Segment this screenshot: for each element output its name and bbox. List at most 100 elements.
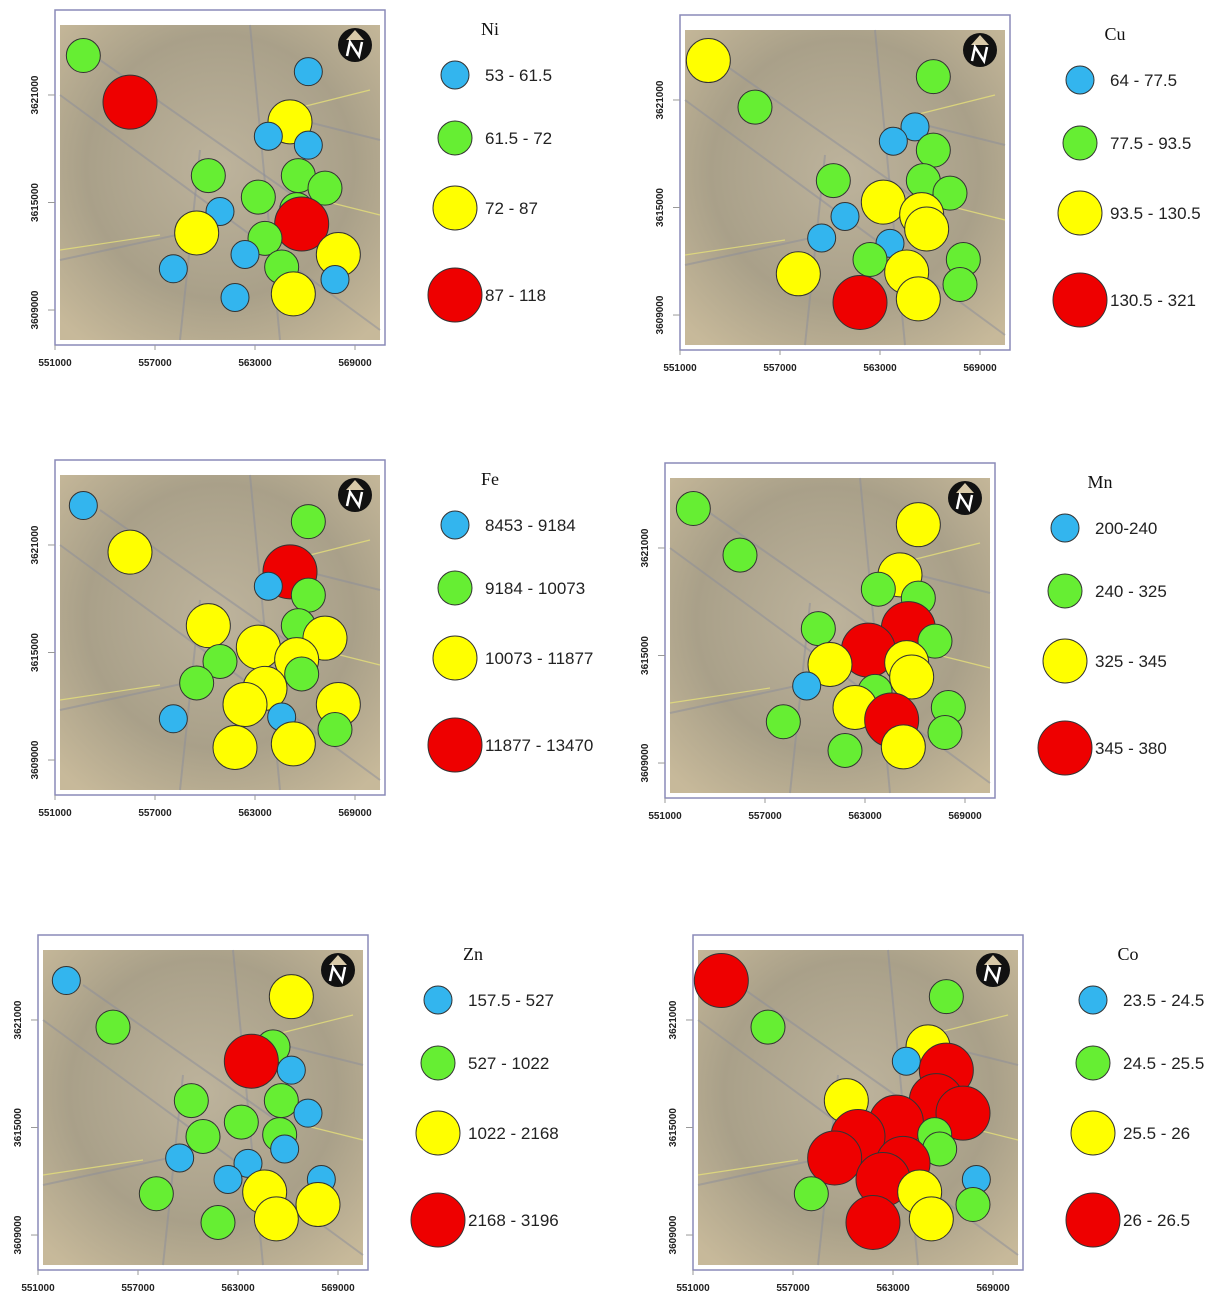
sample-point <box>318 713 352 747</box>
sample-point <box>159 705 187 733</box>
x-tick-label: 551000 <box>21 1283 55 1294</box>
sample-point <box>929 980 963 1014</box>
x-tick-label: 569000 <box>976 1283 1010 1294</box>
sample-point <box>166 1144 194 1172</box>
x-tick-label: 551000 <box>38 358 72 369</box>
y-tick-label: 3609000 <box>655 295 666 334</box>
y-tick-label: 3615000 <box>640 636 651 675</box>
sample-point <box>676 492 710 526</box>
legend-label: 61.5 - 72 <box>485 129 552 148</box>
sample-point <box>321 266 349 294</box>
sample-point <box>139 1177 173 1211</box>
sample-point <box>175 211 219 255</box>
sample-point <box>254 122 282 150</box>
legend-label: 325 - 345 <box>1095 652 1167 671</box>
legend-label: 26 - 26.5 <box>1123 1211 1190 1230</box>
legend-swatch <box>1053 273 1107 327</box>
sample-point <box>214 1165 242 1193</box>
y-tick-label: 3609000 <box>668 1215 679 1254</box>
legend-swatch <box>424 986 452 1014</box>
y-tick-label: 3609000 <box>30 740 41 779</box>
sample-point <box>896 277 940 321</box>
sample-point <box>191 159 225 193</box>
sample-point <box>291 578 325 612</box>
legend-label: 527 - 1022 <box>468 1054 549 1073</box>
legend-title: Fe <box>481 469 499 489</box>
sample-point <box>174 1084 208 1118</box>
sample-point <box>793 672 821 700</box>
x-tick-label: 551000 <box>676 1283 710 1294</box>
x-tick-label: 563000 <box>238 808 272 819</box>
sample-point <box>294 131 322 159</box>
sample-point <box>231 240 259 268</box>
legend-swatch <box>433 186 477 230</box>
x-tick-label: 563000 <box>238 358 272 369</box>
sample-point <box>254 1197 298 1241</box>
x-tick-label: 551000 <box>663 363 697 374</box>
sample-point <box>201 1205 235 1239</box>
y-tick-label: 3621000 <box>668 1000 679 1039</box>
sample-point <box>808 1131 862 1185</box>
y-tick-label: 3621000 <box>30 525 41 564</box>
x-tick-label: 563000 <box>876 1283 910 1294</box>
x-tick-label: 563000 <box>221 1283 255 1294</box>
legend-label: 130.5 - 321 <box>1110 291 1196 310</box>
legend-swatch <box>1058 191 1102 235</box>
map-panel: 5510005570005630005690003609000361500036… <box>30 10 552 369</box>
sample-point <box>96 1010 130 1044</box>
legend-label: 11877 - 13470 <box>485 736 593 755</box>
sample-point <box>291 505 325 539</box>
sample-point <box>738 90 772 124</box>
legend-title: Zn <box>463 944 483 964</box>
legend-label: 77.5 - 93.5 <box>1110 134 1191 153</box>
sample-point <box>801 612 835 646</box>
sample-point <box>928 716 962 750</box>
x-tick-label: 557000 <box>138 358 172 369</box>
sample-point <box>236 625 280 669</box>
legend-title: Ni <box>481 19 499 39</box>
legend-label: 93.5 - 130.5 <box>1110 204 1201 223</box>
sample-point <box>269 975 313 1019</box>
sample-point <box>277 1056 305 1084</box>
sample-point <box>890 655 934 699</box>
sample-point <box>816 164 850 198</box>
x-tick-label: 569000 <box>963 363 997 374</box>
y-tick-label: 3621000 <box>655 80 666 119</box>
legend-label: 23.5 - 24.5 <box>1123 991 1204 1010</box>
sample-point <box>808 224 836 252</box>
sample-point <box>905 207 949 251</box>
legend-label: 8453 - 9184 <box>485 516 576 535</box>
y-tick-label: 3615000 <box>668 1108 679 1147</box>
legend-swatch <box>1048 574 1082 608</box>
sample-point <box>956 1188 990 1222</box>
sample-point <box>896 503 940 547</box>
sample-point <box>224 1034 278 1088</box>
y-tick-label: 3615000 <box>655 188 666 227</box>
x-tick-label: 563000 <box>863 363 897 374</box>
sample-point <box>66 39 100 73</box>
sample-point <box>831 202 859 230</box>
x-tick-label: 557000 <box>121 1283 155 1294</box>
sample-point <box>294 58 322 86</box>
sample-point <box>241 180 275 214</box>
y-tick-label: 3609000 <box>30 290 41 329</box>
legend-swatch <box>438 121 472 155</box>
legend-label: 53 - 61.5 <box>485 66 552 85</box>
x-tick-label: 557000 <box>748 811 782 822</box>
legend-label: 200-240 <box>1095 519 1157 538</box>
x-tick-label: 569000 <box>321 1283 355 1294</box>
sample-point <box>69 492 97 520</box>
y-tick-label: 3621000 <box>13 1000 24 1039</box>
x-tick-label: 551000 <box>648 811 682 822</box>
sample-point <box>159 255 187 283</box>
sample-point <box>264 1084 298 1118</box>
sample-point <box>686 39 730 83</box>
sample-point <box>776 252 820 296</box>
legend-swatch <box>441 61 469 89</box>
sample-point <box>861 180 905 224</box>
sample-point <box>909 1197 953 1241</box>
legend-swatch <box>428 718 482 772</box>
sample-point <box>943 268 977 302</box>
legend-swatch <box>1079 986 1107 1014</box>
